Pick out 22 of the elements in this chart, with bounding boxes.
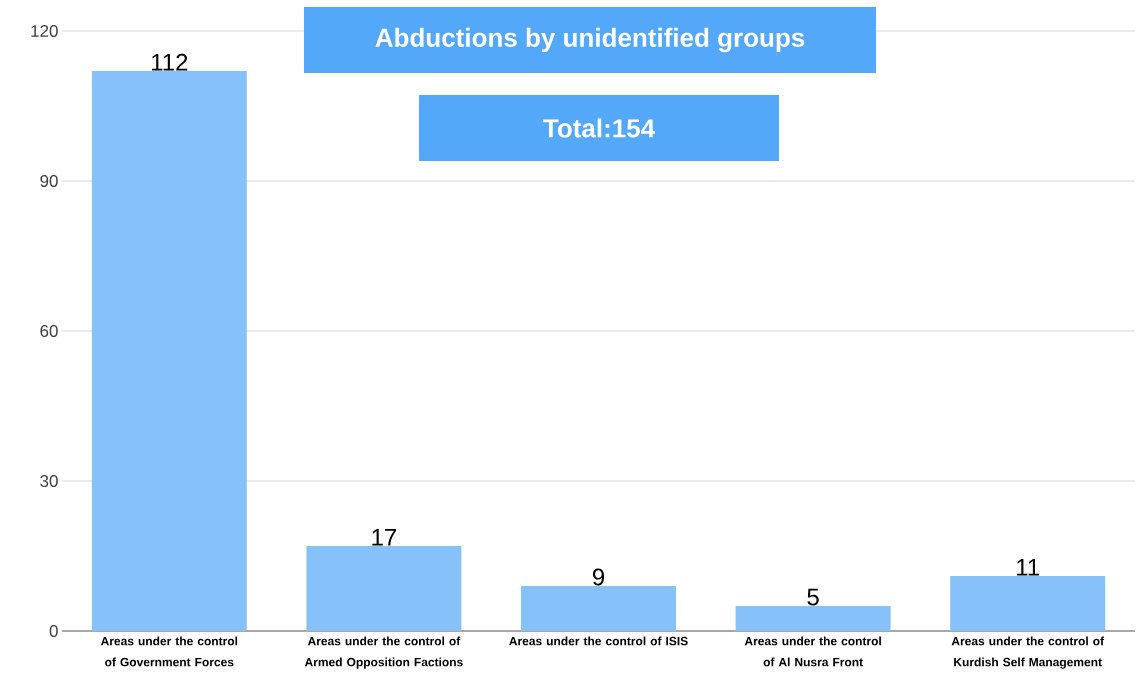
x-tick-label: Areas under the control of Government Forces bbox=[100, 636, 238, 667]
y-tick-label: 60 bbox=[40, 324, 58, 338]
chart-title: Abductions by unidentified groups bbox=[375, 27, 805, 53]
data-label: 17 bbox=[372, 528, 397, 546]
bar bbox=[91, 71, 247, 631]
data-label: 112 bbox=[152, 53, 188, 71]
data-label: 9 bbox=[592, 568, 605, 586]
y-tick-label: 90 bbox=[40, 174, 58, 188]
y-tick-label: 30 bbox=[40, 474, 58, 488]
y-tick-label: 0 bbox=[49, 624, 58, 638]
text: Total:154 bbox=[543, 118, 655, 138]
bar bbox=[521, 586, 677, 631]
bar bbox=[950, 576, 1106, 631]
x-tick-label: Areas under the control of Al Nusra Front bbox=[744, 636, 881, 667]
x-tick-label: Areas under the control of Kurdish Self Management bbox=[951, 636, 1105, 669]
bar bbox=[306, 546, 462, 631]
y-tick-label: 120 bbox=[31, 24, 58, 38]
data-label: 11 bbox=[1017, 558, 1039, 576]
x-tick-label: Areas under the control of ISIS bbox=[509, 636, 688, 646]
data-label: 5 bbox=[807, 588, 819, 606]
x-tick-label: Areas under the control of Armed Opposition Factions bbox=[304, 636, 463, 669]
bar bbox=[735, 606, 891, 631]
